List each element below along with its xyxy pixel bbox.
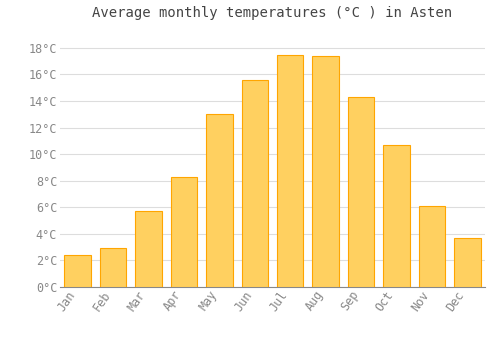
Bar [136,211,162,287]
Bar [418,206,445,287]
Bar [100,248,126,287]
Bar [454,238,480,287]
Bar [383,145,409,287]
Bar [242,80,268,287]
Bar [170,177,197,287]
Bar [348,97,374,287]
Bar [206,114,233,287]
Bar [312,56,339,287]
Bar [277,55,303,287]
Title: Average monthly temperatures (°C ) in Asten: Average monthly temperatures (°C ) in As… [92,6,452,20]
Bar [64,255,91,287]
